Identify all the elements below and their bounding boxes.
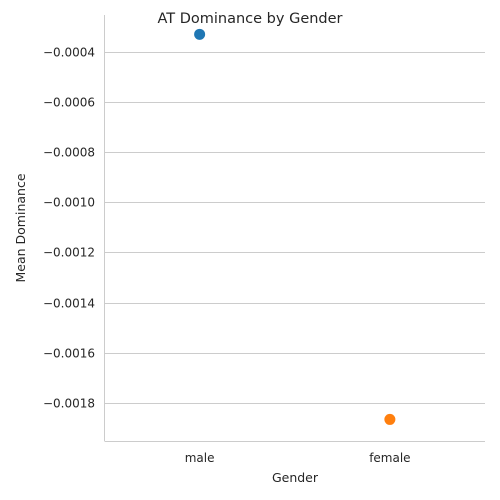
y-tick-label: −0.0010: [43, 196, 95, 210]
chart-title: AT Dominance by Gender: [157, 11, 342, 27]
data-points: [194, 28, 396, 425]
y-tick-labels: −0.0004 −0.0006 −0.0008 −0.0010 −0.0012 −0.00…: [43, 46, 95, 411]
gridlines: [104, 52, 485, 404]
y-tick-label: −0.0004: [43, 46, 95, 60]
data-point-female: [384, 413, 396, 425]
x-axis-label: Gender: [272, 470, 319, 485]
x-tick-label-female: female: [369, 451, 410, 465]
y-tick-label: −0.0006: [43, 96, 95, 110]
y-tick-label: −0.0016: [43, 347, 95, 361]
y-tick-label: −0.0014: [43, 297, 95, 311]
y-tick-label: −0.0008: [43, 146, 95, 160]
x-tick-labels: male female: [185, 451, 411, 465]
y-axis-label: Mean Dominance: [13, 173, 28, 282]
y-tick-label: −0.0018: [43, 397, 95, 411]
x-tick-label-male: male: [185, 451, 215, 465]
data-point-male: [194, 28, 206, 40]
y-tick-label: −0.0012: [43, 246, 95, 260]
